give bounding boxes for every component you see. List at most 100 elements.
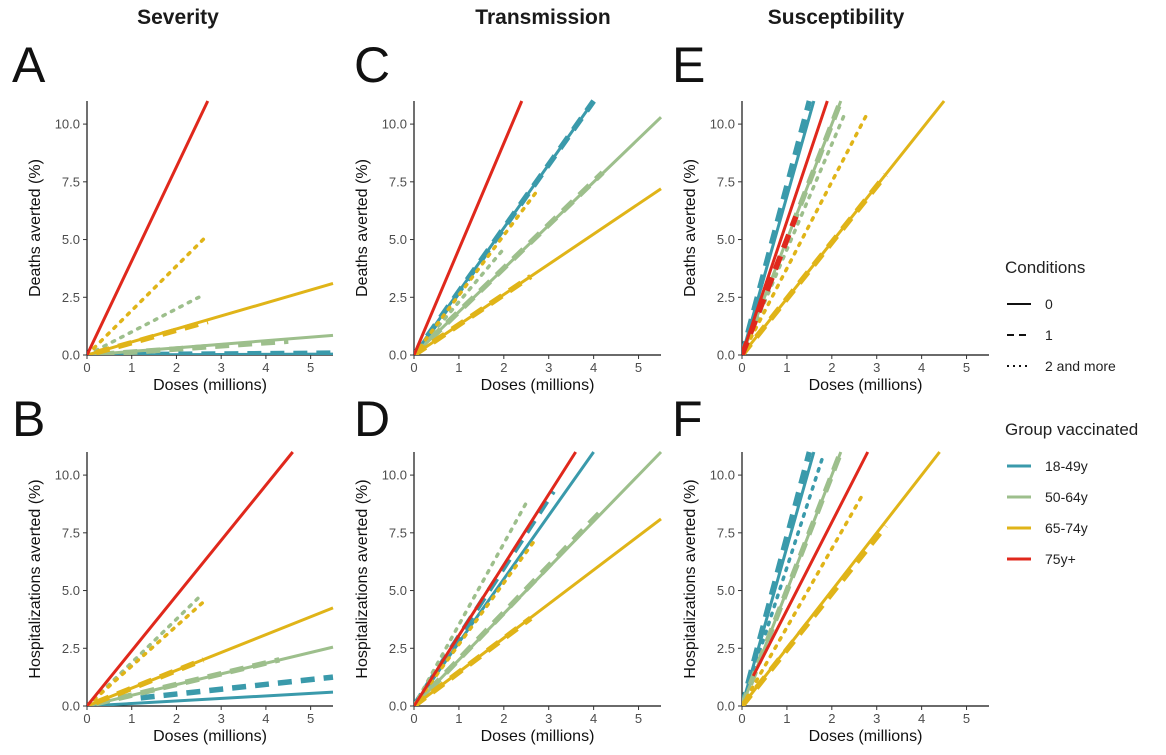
x-tick-label: 1 <box>128 360 135 375</box>
column-title-severity: Severity <box>137 6 219 29</box>
series-line-65-74y-cond-1 <box>414 274 533 355</box>
plot-panel-d: 0 1 2 3 4 5 0.0 2.5 5.0 7.5 10.0 Doses (millions) Ho… <box>354 450 663 745</box>
plot-panel-a: 0 1 2 3 4 5 0.0 2.5 5.0 7.5 10.0 Doses (millions) De… <box>27 100 334 394</box>
y-tick-label: 2.5 <box>389 641 407 656</box>
panel-label-c: C <box>354 37 391 93</box>
color-swatch-icon <box>1007 526 1031 529</box>
column-title-transmission: Transmission <box>475 6 611 29</box>
legend-condition-label: 0 <box>1045 295 1053 312</box>
y-tick-label: 7.5 <box>717 174 735 189</box>
y-tick-label: 10.0 <box>382 117 407 132</box>
series-line-50-64y-cond-1 <box>95 657 280 706</box>
series-line-65-74y-cond-1 <box>414 616 533 706</box>
y-tick-label: 10.0 <box>710 468 735 483</box>
series-line-50-64y-cond-2-and-more <box>414 501 529 706</box>
legend-item-condition-2plus: 2 and more <box>1005 350 1116 381</box>
x-tick-label: 4 <box>262 711 269 726</box>
y-tick-label: 5.0 <box>389 583 407 598</box>
series-line-65-74y-cond-2-and-more <box>414 191 538 355</box>
y-tick-label: 2.5 <box>717 641 735 656</box>
plot-panel-f: 0 1 2 3 4 5 0.0 2.5 5.0 7.5 10.0 Doses (millions) Ho… <box>682 451 989 745</box>
legend-conditions: Conditions 0 1 2 and more <box>1005 258 1116 381</box>
x-tick-label: 5 <box>963 711 970 726</box>
plot-panel-e: 0 1 2 3 4 5 0.0 2.5 5.0 7.5 10.0 Doses (millions) De… <box>682 100 989 394</box>
y-tick-label: 7.5 <box>717 525 735 540</box>
series-line-18-49y-cond-0 <box>87 690 334 706</box>
x-tick-label: 0 <box>83 360 90 375</box>
legend-groups-title: Group vaccinated <box>1005 420 1139 439</box>
column-title-susceptibility: Susceptibility <box>767 6 905 29</box>
legend-item-group-50-64: 50-64y <box>1005 481 1138 512</box>
x-tick-label: 2 <box>173 711 180 726</box>
x-axis-title: Doses (millions) <box>809 728 923 745</box>
y-tick-label: 7.5 <box>389 525 407 540</box>
series-line-65-74y-cond-2-and-more <box>414 537 538 706</box>
color-swatch-icon <box>1007 557 1031 560</box>
series-line-50-64y-cond-2-and-more <box>414 247 506 355</box>
x-tick-label: 4 <box>262 360 269 375</box>
y-axis-title: Deaths averted (%) <box>682 159 699 297</box>
series-line-50-64y-cond-0 <box>742 100 843 355</box>
plot-panel-b: 0 1 2 3 4 5 0.0 2.5 5.0 7.5 10.0 Doses (millions) Ho… <box>27 451 334 745</box>
series-line-75yplus-cond-0 <box>87 451 294 706</box>
x-tick-label: 2 <box>500 711 507 726</box>
series-line-65-74y-cond-1 <box>94 657 205 706</box>
series-line-18-49y-cond-1 <box>742 451 813 706</box>
x-tick-label: 2 <box>173 360 180 375</box>
series-line-65-74y-cond-2-and-more <box>87 600 206 706</box>
legend-item-group-65-74: 65-74y <box>1005 512 1138 543</box>
y-axis-title: Hospitalizations averted (%) <box>27 479 44 678</box>
panel-label-b: B <box>12 391 46 447</box>
y-tick-label: 7.5 <box>62 174 80 189</box>
y-tick-label: 10.0 <box>55 468 80 483</box>
series-line-18-49y-cond-1 <box>742 100 813 355</box>
x-tick-label: 5 <box>307 711 314 726</box>
series-line-65-74y-cond-1 <box>742 173 888 355</box>
legend-condition-label: 2 and more <box>1045 357 1116 374</box>
x-tick-label: 5 <box>635 360 642 375</box>
x-tick-label: 3 <box>545 711 552 726</box>
y-tick-label: 0.0 <box>389 348 407 363</box>
dashed-line-swatch-icon <box>1007 333 1031 336</box>
x-tick-label: 1 <box>783 360 790 375</box>
y-tick-label: 0.0 <box>62 348 80 363</box>
y-tick-label: 5.0 <box>717 232 735 247</box>
series-line-50-64y-cond-2-and-more <box>87 295 201 355</box>
series-line-75yplus-cond-0 <box>742 100 829 355</box>
x-tick-label: 0 <box>410 360 417 375</box>
panel-label-d: D <box>354 391 391 447</box>
solid-line-swatch-icon <box>1007 302 1031 305</box>
x-axis-title: Doses (millions) <box>809 377 923 394</box>
y-tick-label: 0.0 <box>62 699 80 714</box>
series-line-65-74y-cond-2-and-more <box>742 110 870 355</box>
series-line-65-74y-cond-2-and-more <box>742 491 866 706</box>
x-tick-label: 5 <box>635 711 642 726</box>
y-tick-label: 0.0 <box>717 348 735 363</box>
x-tick-label: 3 <box>218 711 225 726</box>
legend-item-condition-1: 1 <box>1005 319 1116 350</box>
x-tick-label: 2 <box>828 711 835 726</box>
y-tick-label: 10.0 <box>55 117 80 132</box>
series-line-75yplus-cond-0 <box>87 100 210 355</box>
y-tick-label: 7.5 <box>389 174 407 189</box>
y-tick-label: 5.0 <box>62 232 80 247</box>
color-swatch-icon <box>1007 464 1031 467</box>
x-axis-title: Doses (millions) <box>481 377 595 394</box>
legend-group-label: 75y+ <box>1045 550 1076 567</box>
y-tick-label: 10.0 <box>710 117 735 132</box>
x-tick-label: 3 <box>873 711 880 726</box>
legend-item-group-18-49: 18-49y <box>1005 450 1138 481</box>
y-axis-title: Hospitalizations averted (%) <box>354 479 371 678</box>
dotted-line-swatch-icon <box>1007 364 1031 367</box>
y-tick-label: 2.5 <box>717 290 735 305</box>
legend-conditions-title: Conditions <box>1005 258 1086 277</box>
x-tick-label: 3 <box>218 360 225 375</box>
y-tick-label: 2.5 <box>62 641 80 656</box>
y-axis-title: Deaths averted (%) <box>354 159 371 297</box>
series-line-50-64y-cond-1 <box>100 338 289 355</box>
x-axis-title: Doses (millions) <box>153 377 267 394</box>
series-line-18-49y-cond-1 <box>414 99 596 355</box>
x-tick-label: 4 <box>590 711 597 726</box>
y-axis-title: Hospitalizations averted (%) <box>682 479 699 678</box>
